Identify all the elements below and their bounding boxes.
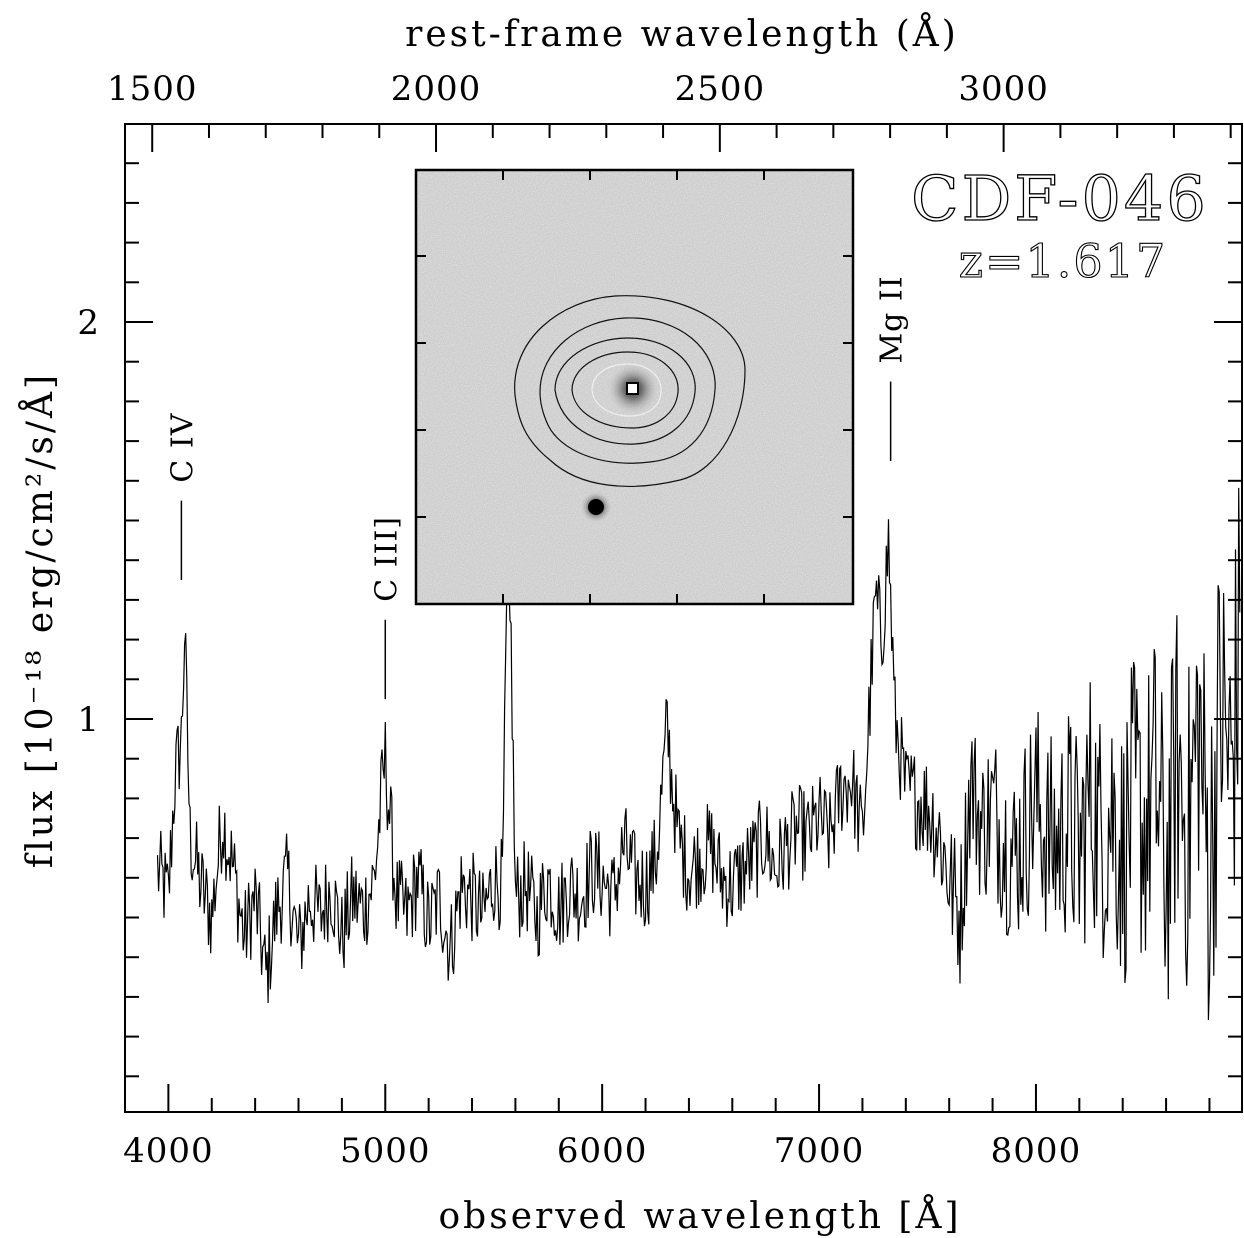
x-tick-label: 8000	[991, 1131, 1082, 1171]
emission-line-label: Mg II	[875, 275, 910, 363]
x2-tick-label: 2500	[675, 69, 766, 109]
emission-line-annotations: C IV C III] Mg II	[165, 275, 910, 700]
x-tick-label: 4000	[123, 1131, 214, 1171]
emission-line-label: C IV	[165, 412, 200, 482]
y-axis-title: flux [10⁻¹⁸ erg/cm²/s/Å]	[19, 372, 61, 868]
x2-tick-label: 2000	[391, 69, 482, 109]
spectrum-series-line	[156, 487, 1241, 1021]
bottom-axis-title: observed wavelength [Å]	[439, 1195, 962, 1237]
axis-tick-labels: 4000 5000 6000 7000 8000 1500 2000 2500 3000 1 2	[77, 69, 1082, 1171]
y-tick-label: 1	[77, 700, 100, 740]
redshift-label: z=1.617	[959, 234, 1167, 288]
inset-galaxy-image	[414, 168, 855, 606]
x2-tick-label: 1500	[107, 69, 198, 109]
contour-lines	[514, 295, 746, 487]
x-tick-label: 7000	[774, 1131, 865, 1171]
x-tick-label: 6000	[557, 1131, 648, 1171]
y-tick-label: 2	[77, 303, 100, 343]
x-tick-label: 5000	[340, 1131, 431, 1171]
object-name: CDF-046	[911, 162, 1209, 235]
top-axis-title: rest-frame wavelength (Å)	[405, 13, 959, 55]
x2-tick-label: 3000	[958, 69, 1049, 109]
plot-frame	[124, 123, 1243, 1113]
emission-line-label: C III]	[369, 516, 404, 602]
